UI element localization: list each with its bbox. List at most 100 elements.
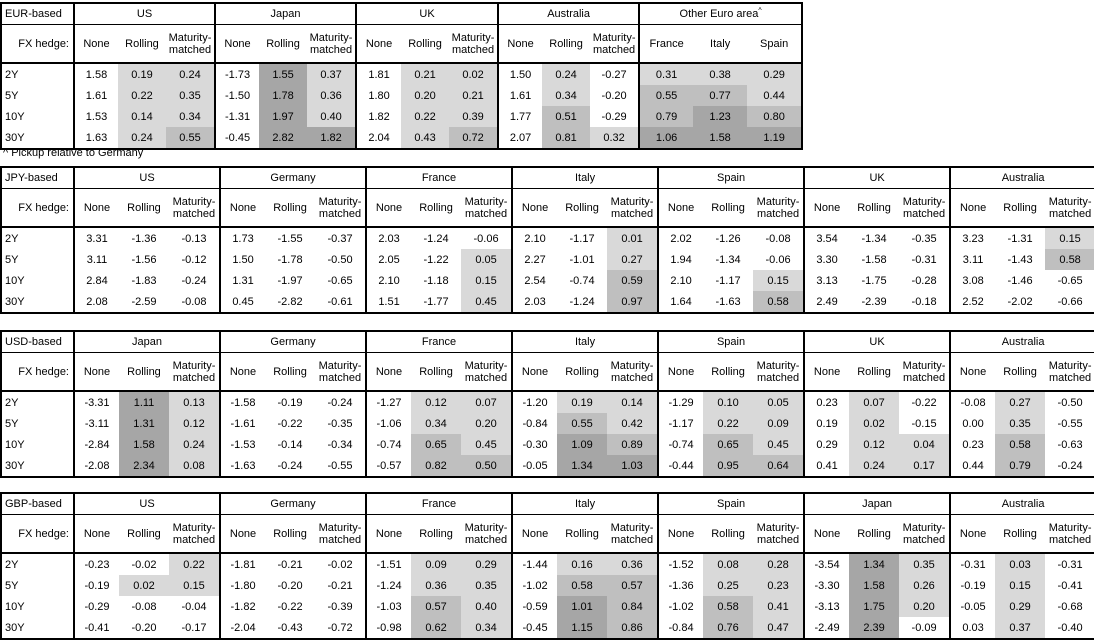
data-cell: -0.74 bbox=[569, 274, 595, 287]
data-cell: -3.30 bbox=[803, 575, 850, 596]
data-cell: 0.22 bbox=[118, 85, 166, 106]
data-cell: 1.55 bbox=[259, 63, 308, 85]
data-cell: 1.58 bbox=[849, 575, 900, 596]
data-cell: -0.59 bbox=[511, 596, 558, 617]
data-cell: 0.19 bbox=[803, 413, 850, 434]
hedge-column-header: Rolling bbox=[557, 352, 608, 392]
tenor-label: 10Y bbox=[5, 438, 25, 451]
country-header: Italy bbox=[511, 331, 659, 353]
data-cell: 0.86 bbox=[607, 617, 659, 639]
hedge-column-header: Rolling bbox=[557, 188, 608, 228]
data-cell: 2.84 bbox=[73, 270, 119, 291]
data-cell: -0.05 bbox=[949, 596, 996, 617]
data-cell: 2.54 bbox=[511, 270, 558, 291]
data-cell: 0.13 bbox=[169, 391, 221, 413]
data-cell: -1.26 bbox=[715, 232, 741, 245]
hedge-column-header: Maturity-matched bbox=[607, 352, 659, 392]
data-cell: 1.06 bbox=[638, 127, 694, 149]
table-row: 2Y -3.31 1.11 0.13 -1.58 -0.19 -0.24 -1.27 0.12 0… bbox=[1, 391, 1094, 413]
tenor-label: 30Y bbox=[5, 621, 25, 634]
data-cell: -1.24 bbox=[569, 295, 595, 308]
country-header: France bbox=[365, 331, 513, 353]
data-cell: -1.63 bbox=[219, 455, 266, 477]
data-cell: 3.08 bbox=[949, 270, 996, 291]
hedge-column-header: Spain bbox=[747, 24, 803, 64]
data-cell: 0.36 bbox=[307, 85, 357, 106]
data-cell: 0.34 bbox=[461, 617, 513, 639]
data-cell: -0.61 bbox=[327, 295, 353, 308]
data-cell: -1.17 bbox=[657, 413, 704, 434]
data-cell: -0.29 bbox=[73, 596, 119, 617]
data-cell: -1.31 bbox=[214, 106, 260, 127]
hedge-column-header: Maturity-matched bbox=[169, 352, 221, 392]
data-cell: -0.57 bbox=[365, 455, 412, 477]
hedge-column-header: Rolling bbox=[265, 514, 316, 554]
data-cell: 0.01 bbox=[607, 227, 659, 249]
tenor-label: 2Y bbox=[5, 68, 19, 81]
data-cell: -1.24 bbox=[423, 232, 449, 245]
hedge-column-header: Rolling bbox=[542, 24, 591, 64]
data-cell: 0.55 bbox=[638, 85, 694, 106]
data-cell: 0.05 bbox=[753, 391, 805, 413]
data-cell: 0.41 bbox=[803, 455, 850, 477]
data-cell: 1.78 bbox=[259, 85, 308, 106]
data-cell: 0.84 bbox=[607, 596, 659, 617]
hedge-column-header: Maturity-matched bbox=[461, 352, 513, 392]
data-cell: 0.24 bbox=[118, 127, 166, 149]
data-cell: -0.24 bbox=[277, 459, 303, 472]
data-cell: 0.07 bbox=[461, 391, 513, 413]
data-cell: 1.51 bbox=[365, 291, 412, 313]
data-cell: 0.35 bbox=[995, 413, 1046, 434]
data-cell: 0.32 bbox=[590, 127, 640, 149]
data-cell: 0.62 bbox=[411, 617, 462, 639]
hedge-column-header: Rolling bbox=[411, 352, 462, 392]
data-cell: -0.06 bbox=[765, 253, 791, 266]
hedge-column-header: None bbox=[949, 352, 996, 392]
country-header: UK bbox=[803, 331, 951, 353]
data-cell: 0.38 bbox=[693, 63, 748, 85]
data-cell: 0.05 bbox=[461, 249, 513, 270]
data-cell: 0.19 bbox=[557, 391, 608, 413]
table-title-eur: EUR-based bbox=[1, 3, 74, 25]
country-header: US bbox=[72, 167, 221, 189]
hedge-column-header: None bbox=[803, 188, 850, 228]
data-cell: 0.42 bbox=[607, 413, 659, 434]
data-cell: -0.74 bbox=[365, 434, 412, 455]
data-cell: -1.36 bbox=[657, 575, 704, 596]
data-cell: 0.22 bbox=[169, 553, 221, 575]
data-cell: 1.03 bbox=[607, 455, 659, 477]
data-cell: 0.45 bbox=[219, 291, 266, 313]
tenor-label: 5Y bbox=[5, 253, 19, 266]
data-cell: 1.23 bbox=[693, 106, 748, 127]
hedge-column-header: Rolling bbox=[995, 514, 1046, 554]
data-cell: -1.63 bbox=[715, 295, 741, 308]
data-cell: -1.50 bbox=[214, 85, 260, 106]
table-row: 10Y -0.29 -0.08 -0.04 -1.82 -0.22 -0.39 -1.03 0.… bbox=[1, 596, 1094, 617]
data-cell: 0.02 bbox=[449, 63, 499, 85]
table-row: 10Y -2.84 1.58 0.24 -1.53 -0.14 -0.34 -0.74 0.65… bbox=[1, 434, 1094, 455]
data-cell: 2.03 bbox=[511, 291, 558, 313]
hedge-column-header: None bbox=[219, 352, 266, 392]
hedge-column-header: Rolling bbox=[557, 514, 608, 554]
hedge-column-header: None bbox=[365, 352, 412, 392]
data-cell: -1.53 bbox=[219, 434, 266, 455]
data-cell: -1.06 bbox=[365, 413, 412, 434]
data-cell: 2.52 bbox=[949, 291, 996, 313]
hedge-column-header: None bbox=[657, 352, 704, 392]
hedge-column-header: Rolling bbox=[265, 188, 316, 228]
data-cell: -2.39 bbox=[861, 295, 887, 308]
data-cell: -1.52 bbox=[657, 553, 704, 575]
data-cell: -3.54 bbox=[803, 553, 850, 575]
data-cell: 1.82 bbox=[355, 106, 402, 127]
data-cell: 0.24 bbox=[542, 63, 591, 85]
data-cell: -1.02 bbox=[511, 575, 558, 596]
hedge-column-header: None bbox=[497, 24, 543, 64]
data-cell: 0.15 bbox=[169, 575, 221, 596]
data-cell: -1.73 bbox=[214, 63, 260, 85]
data-cell: 0.27 bbox=[995, 391, 1046, 413]
table-row: 2Y -0.23 -0.02 0.22 -1.81 -0.21 -0.02 -1.51 0.09… bbox=[1, 553, 1094, 575]
data-cell: 0.95 bbox=[703, 455, 754, 477]
data-cell: 0.35 bbox=[899, 553, 951, 575]
country-header: Italy bbox=[511, 493, 659, 515]
data-cell: -0.20 bbox=[131, 621, 157, 634]
